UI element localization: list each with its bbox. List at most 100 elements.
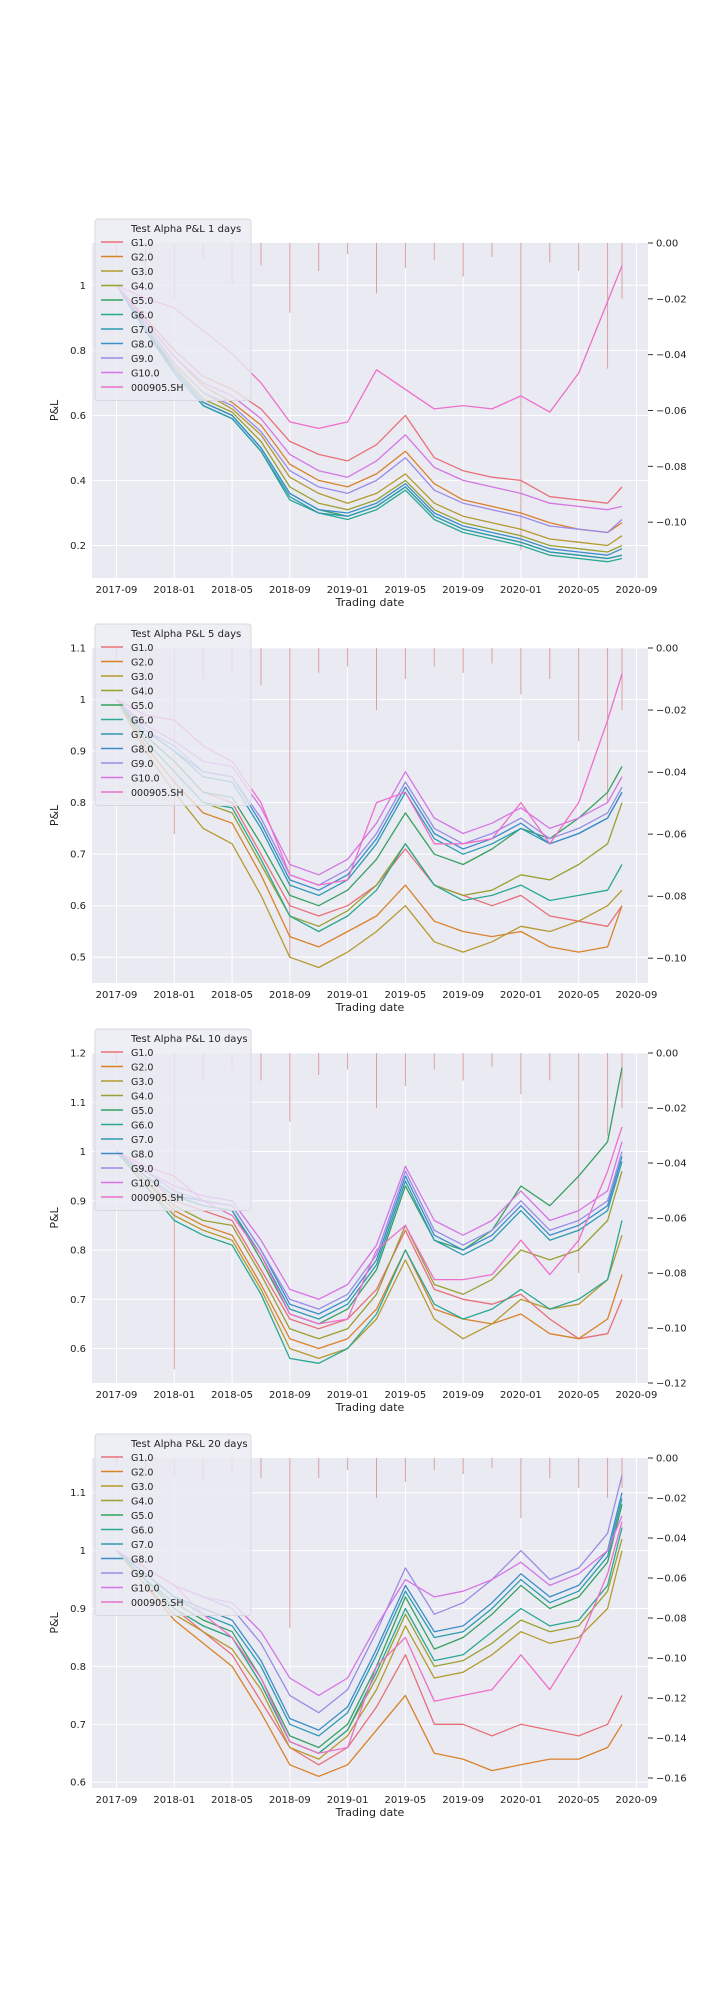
y-tick-label: 1 [80,1147,86,1158]
y-tick-label: 0.6 [70,411,86,422]
legend-item: G6.0 [131,716,153,727]
series-line-g6-0 [116,1527,623,1754]
y2-tick-label: −0.06 [656,1214,687,1225]
legend-item: G5.0 [131,701,153,712]
legend-item: G6.0 [131,1121,153,1132]
series-line-g3-0 [116,1550,623,1760]
y-tick-label: 0.9 [70,747,86,758]
x-tick-label: 2019-01 [327,585,369,596]
y2-tick-label: −0.16 [656,1774,687,1785]
x-tick-label: 2019-05 [384,1390,426,1401]
y2-tick-label: −0.12 [656,1379,687,1390]
x-axis-label: Trading date [335,1401,405,1414]
y-tick-label: 0.7 [70,850,86,861]
y2-tick-label: −0.08 [656,892,687,903]
x-tick-label: 2019-09 [442,990,484,1001]
x-tick-label: 2018-01 [153,1795,195,1806]
legend-item: G2.0 [131,658,153,669]
y-axis-label: P&L [48,1611,61,1633]
x-tick-label: 2018-01 [153,1390,195,1401]
y2-tick-label: −0.10 [656,1654,687,1665]
x-tick-label: 2017-09 [96,990,138,1001]
x-tick-label: 2020-09 [616,1390,658,1401]
series-line-g6-0 [116,1151,623,1364]
x-tick-label: 2018-05 [211,1795,253,1806]
x-tick-label: 2017-09 [96,1795,138,1806]
legend-item: G8.0 [131,745,153,756]
series-line-g2-0 [116,699,623,953]
x-tick-label: 2018-09 [269,990,311,1001]
x-axis-label: Trading date [335,1001,405,1014]
x-tick-label: 2018-09 [269,585,311,596]
y-tick-label: 0.9 [70,1604,86,1615]
series-line-g2-0 [116,1151,623,1350]
legend: Test Alpha P&L 1 days G1.0 G2.0 G3.0 G4.0 G5.… [94,218,252,401]
legend-box [94,623,252,806]
y2-tick-label: 0.00 [656,1049,678,1060]
legend-item: G9.0 [131,1164,153,1175]
x-tick-label: 2020-01 [500,585,542,596]
legend-title: Test Alpha P&L 10 days [130,1034,248,1045]
legend-box [94,218,252,401]
x-tick-label: 2018-01 [153,990,195,1001]
y-axis-label: P&L [48,399,61,421]
y-tick-label: 1 [80,695,86,706]
legend-item: G8.0 [131,1555,153,1566]
x-tick-label: 2020-05 [558,1390,600,1401]
y2-tick-label: −0.10 [656,1324,687,1335]
y-tick-label: 0.6 [70,901,86,912]
x-tick-label: 2020-09 [616,1795,658,1806]
chart-panel-1: 2017-09 2018-01 2018-05 2018-09 2019-01 2019-… [48,218,687,609]
y2-tick-label: −0.08 [656,1614,687,1625]
y-tick-label: 0.8 [70,1246,86,1257]
legend-box [94,1028,252,1211]
legend-item: G9.0 [131,759,153,770]
legend-item: G4.0 [131,1497,153,1508]
y2-tick-label: −0.06 [656,830,687,841]
legend-item: G2.0 [131,1468,153,1479]
y2-tick-label: −0.02 [656,1494,687,1505]
legend-item: G7.0 [131,1540,153,1551]
y2-tick-label: −0.14 [656,1734,687,1745]
y-tick-label: 1.1 [70,1098,86,1109]
y-tick-label: 0.8 [70,346,86,357]
y-tick-label: 0.2 [70,541,86,552]
y-tick-label: 0.4 [70,476,86,487]
y-tick-label: 0.8 [70,1662,86,1673]
legend-item: G8.0 [131,1150,153,1161]
legend-item: G9.0 [131,1569,153,1580]
legend-item: G6.0 [131,1526,153,1537]
x-tick-label: 2020-05 [558,585,600,596]
x-tick-label: 2019-05 [384,990,426,1001]
y2-tick-label: 0.00 [656,644,678,655]
x-axis-label: Trading date [335,1806,405,1819]
chart-panel-3: 2017-09 2018-01 2018-05 2018-09 2019-01 2019-… [48,1028,687,1414]
legend-item: 000905.SH [131,1193,183,1204]
y2-tick-label: −0.10 [656,518,687,529]
series-line-g2-0 [116,1550,623,1778]
x-tick-label: 2020-01 [500,1795,542,1806]
legend-item: G8.0 [131,340,153,351]
legend-item: G6.0 [131,311,153,322]
y2-tick-label: −0.10 [656,954,687,965]
legend-item: G7.0 [131,1135,153,1146]
legend-item: G10.0 [131,774,160,785]
legend-item: G1.0 [131,1453,153,1464]
x-tick-label: 2019-09 [442,1795,484,1806]
legend-item: G3.0 [131,267,153,278]
y-tick-label: 1.2 [70,1049,86,1060]
x-tick-label: 2019-05 [384,1795,426,1806]
legend-item: G1.0 [131,238,153,249]
x-tick-label: 2019-09 [442,585,484,596]
x-axis-label: Trading date [335,596,405,609]
series-line-g4-0 [116,1151,623,1340]
legend-title: Test Alpha P&L 1 days [130,224,241,235]
legend-item: G7.0 [131,325,153,336]
y2-tick-label: 0.00 [656,1454,678,1465]
y-axis-label: P&L [48,804,61,826]
y-tick-label: 1 [80,1546,86,1557]
y-tick-label: 1.1 [70,644,86,655]
x-tick-label: 2020-09 [616,585,658,596]
series-line-g7-0 [116,284,623,560]
